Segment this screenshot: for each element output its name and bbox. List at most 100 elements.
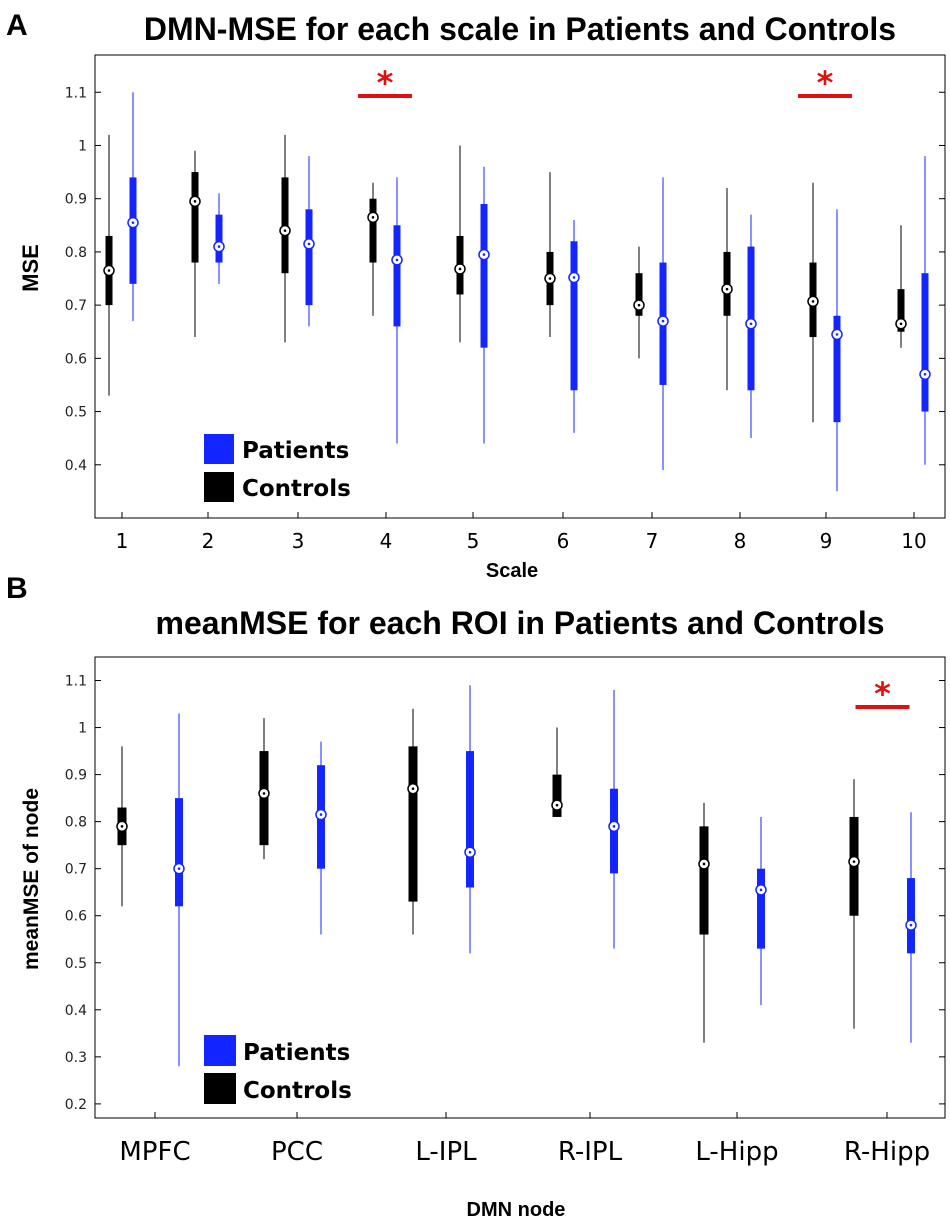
legend-b-patients-swatch [204, 1035, 236, 1066]
panel-b-label: B [6, 572, 28, 605]
y-tick-label: 1 [78, 138, 87, 154]
controls-median-dot [411, 787, 415, 791]
panel-a-title: DMN-MSE for each scale in Patients and C… [144, 11, 896, 47]
y-tick-label: 0.5 [65, 405, 87, 421]
legend-a-patients-swatch [204, 434, 234, 464]
controls-median-dot [702, 862, 706, 866]
panel-b-xlabel: DMN node [467, 1199, 566, 1221]
panel-b-y-ticks: 0.2 0.3 0.4 0.5 0.6 0.7 0.8 0.9 1 1.1 [65, 674, 945, 1113]
controls-box [897, 289, 905, 332]
y-tick-label: 0.8 [65, 815, 87, 831]
significance-star: * [817, 64, 834, 102]
patients-median-dot [482, 253, 486, 256]
x-tick-label: 3 [292, 529, 305, 553]
x-tick-label: L-Hipp [695, 1137, 778, 1167]
controls-median-dot [120, 825, 124, 828]
y-tick-label: 0.9 [65, 768, 87, 784]
patients-median-dot [749, 322, 753, 326]
controls-median-dot [371, 216, 375, 219]
x-tick-label: 4 [380, 529, 393, 553]
panel-b-title: meanMSE for each ROI in Patients and Con… [155, 605, 884, 641]
controls-box [699, 826, 709, 935]
legend-a-controls-swatch [204, 472, 234, 502]
panel-a-label: A [6, 9, 28, 42]
patients-box [129, 177, 137, 284]
controls-box [191, 172, 199, 263]
panel-b-ylabel: meanMSE of node [20, 788, 43, 970]
y-tick-label: 1.1 [65, 85, 87, 101]
patients-median-dot [909, 923, 913, 927]
y-tick-label: 0.2 [65, 1097, 87, 1113]
panel-b-x-ticks: MPFC PCC L-IPL R-IPL L-Hipp R-Hipp [119, 1112, 930, 1167]
x-tick-label: 8 [734, 529, 747, 553]
panel-a-x-ticks: 1 2 3 4 5 6 7 8 9 10 [116, 512, 927, 553]
controls-median-dot [283, 229, 287, 232]
patients-box [305, 209, 313, 306]
significance-star: * [874, 675, 891, 713]
patients-median-dot [835, 333, 839, 336]
significance-star: * [377, 64, 394, 102]
x-tick-label: 1 [116, 529, 129, 553]
patients-median-dot [468, 850, 472, 854]
panel-a-boxes [103, 92, 931, 492]
patients-box [921, 273, 929, 412]
patients-median-dot [131, 221, 135, 224]
patients-box [833, 315, 841, 423]
controls-median-dot [548, 277, 552, 280]
legend-a-patients-label: Patients [242, 438, 349, 464]
panel-a-xlabel: Scale [486, 560, 538, 582]
controls-median-dot [811, 300, 815, 303]
controls-box [369, 198, 377, 263]
x-tick-label: 6 [557, 529, 570, 553]
panel-a: A DMN-MSE for each scale in Patients and… [6, 9, 946, 582]
x-tick-label: 2 [202, 529, 215, 553]
patients-box [393, 225, 401, 327]
x-tick-label: L-IPL [415, 1137, 477, 1167]
patients-median-dot [319, 813, 323, 816]
patients-median-dot [307, 242, 311, 246]
controls-median-dot [262, 792, 266, 795]
controls-median-dot [725, 287, 729, 291]
y-tick-label: 0.9 [65, 192, 87, 208]
patients-box [907, 878, 915, 954]
panel-a-significance: * * [358, 64, 852, 102]
panel-a-legend: Patients Controls [204, 434, 351, 502]
controls-median-dot [899, 322, 903, 326]
y-tick-label: 0.7 [65, 298, 87, 314]
legend-a-controls-label: Controls [242, 476, 351, 502]
patients-box [215, 214, 223, 263]
panel-b-significance: * [855, 675, 910, 713]
controls-box [635, 273, 643, 316]
y-tick-label: 0.4 [65, 1003, 87, 1019]
controls-box [552, 774, 562, 817]
panel-b-legend: Patients Controls [204, 1035, 352, 1104]
legend-b-controls-swatch [204, 1073, 236, 1104]
legend-b-controls-label: Controls [243, 1078, 352, 1104]
patients-median-dot [177, 867, 181, 870]
patients-box [175, 798, 183, 907]
y-tick-label: 1.1 [65, 674, 87, 690]
patients-box [570, 241, 578, 391]
legend-b-patients-label: Patients [243, 1040, 350, 1066]
panel-a-ylabel: MSE [18, 244, 43, 292]
y-tick-label: 0.4 [65, 458, 87, 474]
x-tick-label: 10 [901, 529, 926, 553]
x-tick-label: 5 [467, 529, 480, 553]
patients-median-dot [395, 258, 399, 262]
x-tick-label: PCC [271, 1137, 323, 1167]
y-tick-label: 0.8 [65, 245, 87, 261]
y-tick-label: 0.6 [65, 351, 87, 367]
controls-median-dot [193, 200, 197, 203]
x-tick-label: R-Hipp [844, 1137, 930, 1167]
y-tick-label: 0.3 [65, 1050, 87, 1066]
patients-box [757, 868, 765, 949]
panel-b-boxes [116, 685, 917, 1067]
panel-a-y-ticks: 0.4 0.5 0.6 0.7 0.8 0.9 1 1.1 [65, 85, 945, 474]
y-tick-label: 0.5 [65, 956, 87, 972]
x-tick-label: 7 [646, 529, 659, 553]
patients-median-dot [572, 276, 576, 279]
panel-a-plot-area [94, 54, 946, 519]
controls-median-dot [852, 860, 856, 863]
x-tick-label: R-IPL [558, 1137, 623, 1167]
controls-median-dot [555, 803, 559, 807]
